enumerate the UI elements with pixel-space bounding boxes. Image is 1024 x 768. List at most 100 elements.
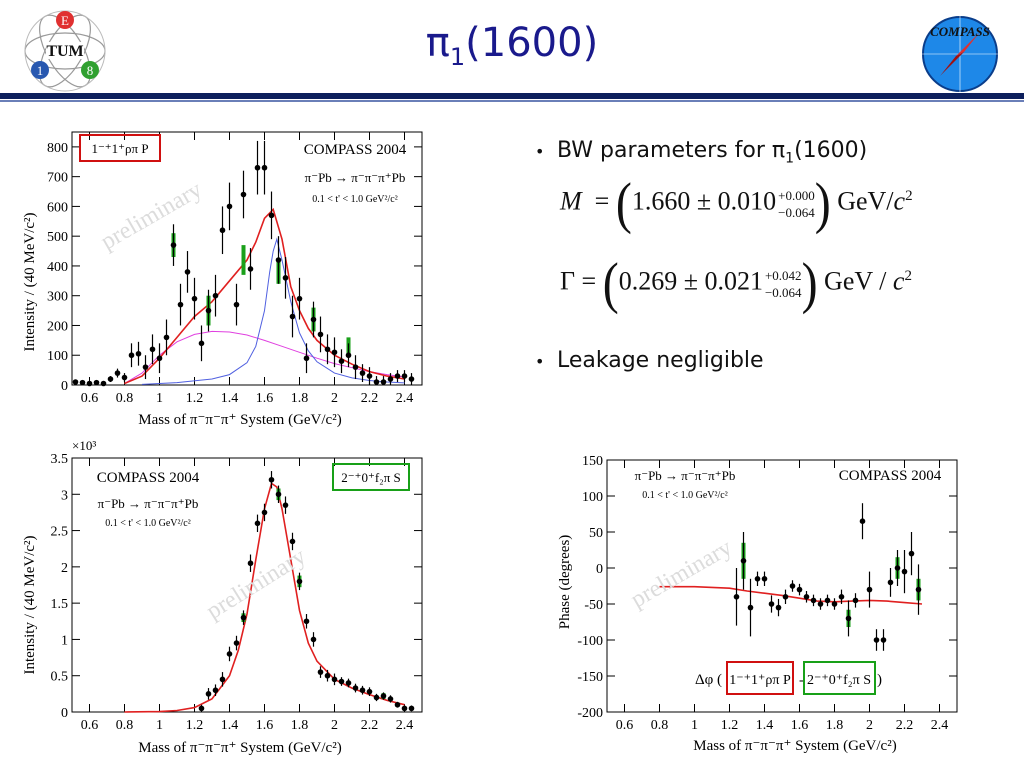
x-tick-label: 1.8 (291, 391, 309, 406)
data-point (387, 376, 394, 382)
data-point (191, 295, 198, 302)
data-point (408, 705, 415, 712)
data-point (359, 370, 366, 376)
data-point (796, 586, 803, 593)
data-point (282, 275, 289, 281)
y-tick-label: 1.5 (51, 597, 69, 612)
x-tick-label: 0.6 (81, 391, 99, 406)
data-point (817, 601, 824, 607)
data-point (331, 676, 338, 683)
data-point (387, 696, 394, 702)
data-point (135, 350, 142, 357)
data-point (128, 352, 135, 359)
x-tick-label: 2 (331, 391, 338, 406)
data-point (86, 380, 93, 387)
svg-text:E: E (61, 13, 69, 28)
x-tick-label: 0.8 (651, 718, 669, 733)
data-point (331, 349, 338, 356)
data-point (282, 502, 289, 508)
y-tick-label: 150 (582, 454, 603, 469)
data-point (240, 614, 247, 621)
wave-a-box (726, 661, 794, 695)
reaction-label: π⁻Pb → π⁻π⁻π⁺Pb (305, 170, 406, 185)
bullet-leakage: • Leakage negligible (535, 348, 764, 373)
wave-label: 2⁻⁺0⁺f₂π S (341, 470, 401, 485)
y-tick-label: 300 (47, 290, 68, 305)
x-axis-label: Mass of π⁻π⁻π⁺ System (GeV/c²) (138, 412, 341, 428)
data-point (289, 538, 296, 545)
y-tick-label: -150 (577, 670, 603, 685)
data-point (345, 680, 352, 686)
data-point (338, 358, 345, 364)
y-tick-label: 200 (47, 319, 68, 334)
x-tick-label: 1.8 (826, 718, 844, 733)
y-tick-label: 100 (47, 349, 68, 364)
data-point (782, 594, 789, 600)
width-equation: Γ = (0.269 ± 0.021 +0.042 −0.064) GeV / c2 (560, 251, 912, 316)
data-point (352, 364, 359, 370)
data-point (373, 694, 380, 701)
y-tick-label: 2.5 (51, 525, 69, 540)
data-point (824, 597, 831, 604)
data-point (310, 316, 317, 323)
y-tick-label: 800 (47, 141, 68, 156)
data-point (401, 705, 408, 712)
svg-text:1: 1 (37, 63, 44, 78)
x-tick-label: 1.4 (221, 718, 239, 733)
x-tick-label: 2.4 (931, 718, 949, 733)
reaction-label: π⁻Pb → π⁻π⁻π⁺Pb (635, 468, 736, 483)
y-tick-label: 2 (61, 561, 68, 576)
intensity-chart-rho-pi: 0.6 0.8 1 1.2 1.4 1.6 1.8 2 2.2 2.4 0 100 200 300 400 5… (22, 131, 423, 428)
x-tick-label: 1.6 (256, 718, 274, 733)
x-tick-label: 2.4 (396, 391, 414, 406)
reaction-label: π⁻Pb → π⁻π⁻π⁺Pb (98, 496, 199, 511)
data-point (324, 346, 331, 353)
data-point (163, 334, 170, 341)
data-point (261, 164, 268, 171)
y-axis-label: Intensity / (40 MeV/c²) (22, 212, 38, 351)
data-point (373, 379, 380, 385)
data-point (345, 352, 352, 359)
data-point (219, 676, 226, 683)
fit-curve (124, 207, 405, 385)
data-point (810, 597, 817, 604)
y-tick-label: 0 (61, 379, 68, 394)
data-point (100, 380, 107, 387)
data-point (380, 693, 387, 699)
y-tick-label: 3 (61, 488, 68, 503)
svg-text:COMPASS: COMPASS (930, 24, 990, 39)
wave-b-label: 2⁻⁺0⁺f₂π S (807, 673, 871, 688)
y-tick-label: -200 (577, 706, 603, 721)
x-tick-label: 1.2 (186, 391, 204, 406)
x-tick-label: 0.8 (116, 718, 134, 733)
plot-frame (606, 459, 958, 713)
y-axis-label: Intensity / (40 MeV/c²) (22, 535, 38, 674)
data-point (866, 586, 873, 593)
y-exponent: ×10³ (72, 440, 96, 453)
data-point (859, 518, 866, 524)
data-point (317, 331, 324, 338)
data-point (170, 242, 177, 248)
y-tick-label: -100 (577, 634, 603, 649)
x-tick-label: 1.2 (721, 718, 739, 733)
compass-logo: COMPASS (920, 14, 1000, 94)
data-point (366, 373, 373, 379)
y-tick-label: 600 (47, 200, 68, 215)
data-point (831, 601, 838, 607)
x-tick-label: 2.2 (896, 718, 914, 733)
data-point (212, 687, 219, 694)
data-point (226, 651, 233, 657)
data-point (873, 637, 880, 643)
data-point (852, 597, 859, 604)
data-point (887, 579, 894, 586)
data-point (317, 669, 324, 675)
data-point (740, 558, 747, 564)
x-tick-label: 1 (156, 391, 163, 406)
data-point (803, 594, 810, 600)
data-point (901, 568, 908, 575)
data-point (401, 373, 408, 379)
data-point (775, 604, 782, 611)
data-point (226, 203, 233, 210)
bullet-bw-params: • BW parameters for π1(1600) (535, 138, 868, 167)
data-point (268, 212, 275, 219)
